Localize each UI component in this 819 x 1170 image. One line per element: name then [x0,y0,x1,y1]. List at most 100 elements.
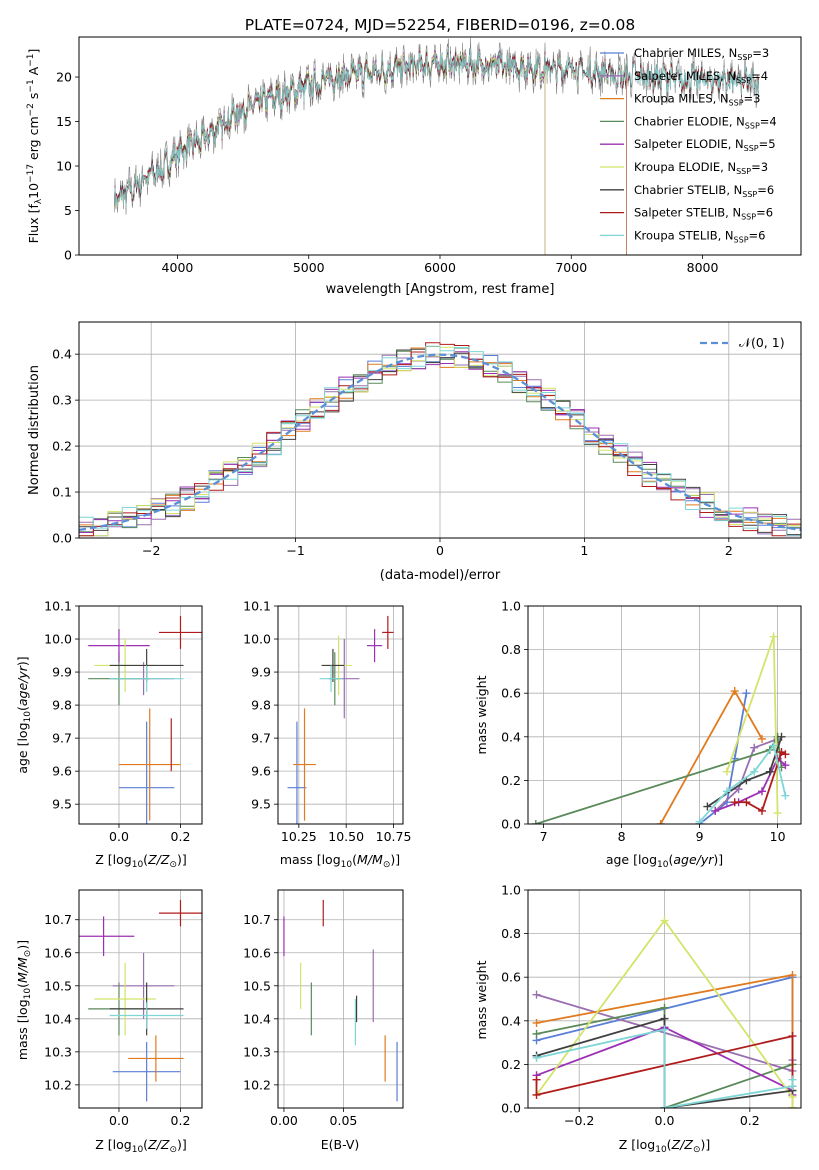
weight-point-marker [695,817,704,824]
label-part: age/yr [15,665,30,706]
label-part: SSP [736,76,751,85]
label-part: SSP [742,190,757,199]
y-tick-label: 10.5 [44,978,72,993]
label-part: ] [26,49,41,54]
label-part: Z [log [619,1137,655,1152]
weight-point-marker [773,809,782,818]
weight-point-marker [660,1025,669,1034]
y-tick-label: 10.3 [243,1044,271,1059]
x-tick-label: 4000 [162,260,194,275]
y-tick-label: 15 [56,114,72,129]
histogram-steps [79,348,801,536]
residual-histogram-panel: −2 −1 0 1 2 0.0 0.1 0.2 0.3 0.4 (data-model)/error… [27,321,802,583]
weight-series-line [535,918,794,1108]
label-part: 10 [655,1145,667,1155]
normal-reference-curve [79,353,801,532]
x-tick-label: 10 [770,829,786,844]
weight-vs-age-plot-area [528,606,801,824]
label-part: =3 [751,160,768,174]
label-part: ( [667,1137,672,1152]
y-tick-label: 0.0 [501,817,521,832]
weight-point-marker [788,971,797,980]
y-tick-label: 9.6 [251,764,271,779]
weight-point-marker [532,1053,541,1062]
y-tick-label: 10.4 [44,1011,72,1026]
weight-point-marker [660,1003,669,1012]
label-part: −1 [26,54,36,67]
spectrum-plot-area [114,37,760,255]
legend-entry: Kroupa ELODIE, NSSP=3 [634,160,768,176]
y-tick-label: 10.2 [44,1077,72,1092]
x-tick-label: 8 [618,829,626,844]
label-part: SSP [734,235,749,244]
x-tick-label: 10.50 [328,829,364,844]
axes-frame [527,605,802,825]
x-tick-label: 0.0 [655,1113,675,1128]
weight-point-marker [532,990,541,999]
label-part: A [26,66,41,79]
weight-point-marker [531,820,540,824]
label-part: 10 [132,860,144,870]
weight-point-marker [660,1014,669,1023]
x-tick-label: 2 [725,543,733,558]
x-tick-label: −0.2 [564,1113,594,1128]
weight-point-marker [722,767,731,776]
model-spectrum-line [114,47,760,208]
weight-point-marker [781,791,790,800]
legend: 𝒩(0, 1) [700,335,785,350]
y-tick-label: 9.8 [251,698,271,713]
age-vs-Z-panel: 0.0 0.29.59.69.79.89.910.010.1Z [log10(Z/… [15,599,203,870]
y-tick-label: 0.4 [501,1013,521,1028]
label-part: ⊙ [169,860,177,870]
weight-point-marker [781,761,790,770]
weight-vs-Z-panel: −0.2 0.0 0.20.00.20.40.60.81.0Z [log10(Z/Z… [474,883,802,1155]
weight-point-marker [742,689,751,698]
label-part: Chabrier STELIB, N [634,183,742,197]
y-tick-label: 10.2 [243,1077,271,1092]
legend-entry: Kroupa STELIB, NSSP=6 [634,228,765,244]
label-part: Z [log [95,1137,131,1152]
label-part: Flux [f [26,204,41,244]
y-axis-label: age [log10(age/yr)] [15,656,33,773]
x-tick-label: −2 [142,543,160,558]
label-part: )] [700,1137,710,1152]
label-part: SSP [736,167,751,176]
weight-point-marker [788,1032,797,1041]
label-part: 10 [23,711,33,723]
label-part: =4 [760,114,777,128]
label-part: =3 [752,46,769,60]
x-axis-label: (data-model)/error [380,568,501,583]
y-tick-label: 1.0 [501,599,521,614]
legend-entry: Salpeter MILES, NSSP=4 [634,69,768,85]
legend-entry: Chabrier ELODIE, NSSP=4 [634,114,777,130]
label-part: ( [668,852,673,867]
label-part: erg cm [26,116,41,164]
label-part: ( [15,983,30,988]
y-tick-label: 0 [64,248,72,263]
y-tick-label: 10.1 [243,599,271,614]
label-part: =6 [757,183,774,197]
y-tick-label: 10.6 [243,945,271,960]
y-tick-label: 9.5 [52,797,72,812]
y-tick-label: 10.3 [44,1044,72,1059]
weight-vs-Z-plot-area [528,890,801,1108]
weight-series-line [714,738,778,812]
weight-point-marker [722,787,731,796]
weight-point-marker [660,916,669,925]
weight-point-marker [758,734,766,743]
weight-point-marker [711,806,720,815]
model-spectrum-line [163,46,546,255]
y-tick-label: 10.0 [243,632,271,647]
y-tick-label: 0.4 [501,729,521,744]
label-part: ( [143,1137,148,1152]
label-part: Z [160,1137,170,1152]
y-tick-label: 9.7 [251,731,271,746]
x-tick-label: 0.2 [171,829,191,844]
label-part: =4 [751,69,768,83]
y-tick-label: 10.5 [243,978,271,993]
mass-vs-EBV-plot-area [278,890,403,1108]
x-axis-label: Z [log10(Z/Z⊙)] [95,1137,187,1155]
y-tick-label: 1.0 [501,883,521,898]
x-tick-label: −1 [286,543,304,558]
